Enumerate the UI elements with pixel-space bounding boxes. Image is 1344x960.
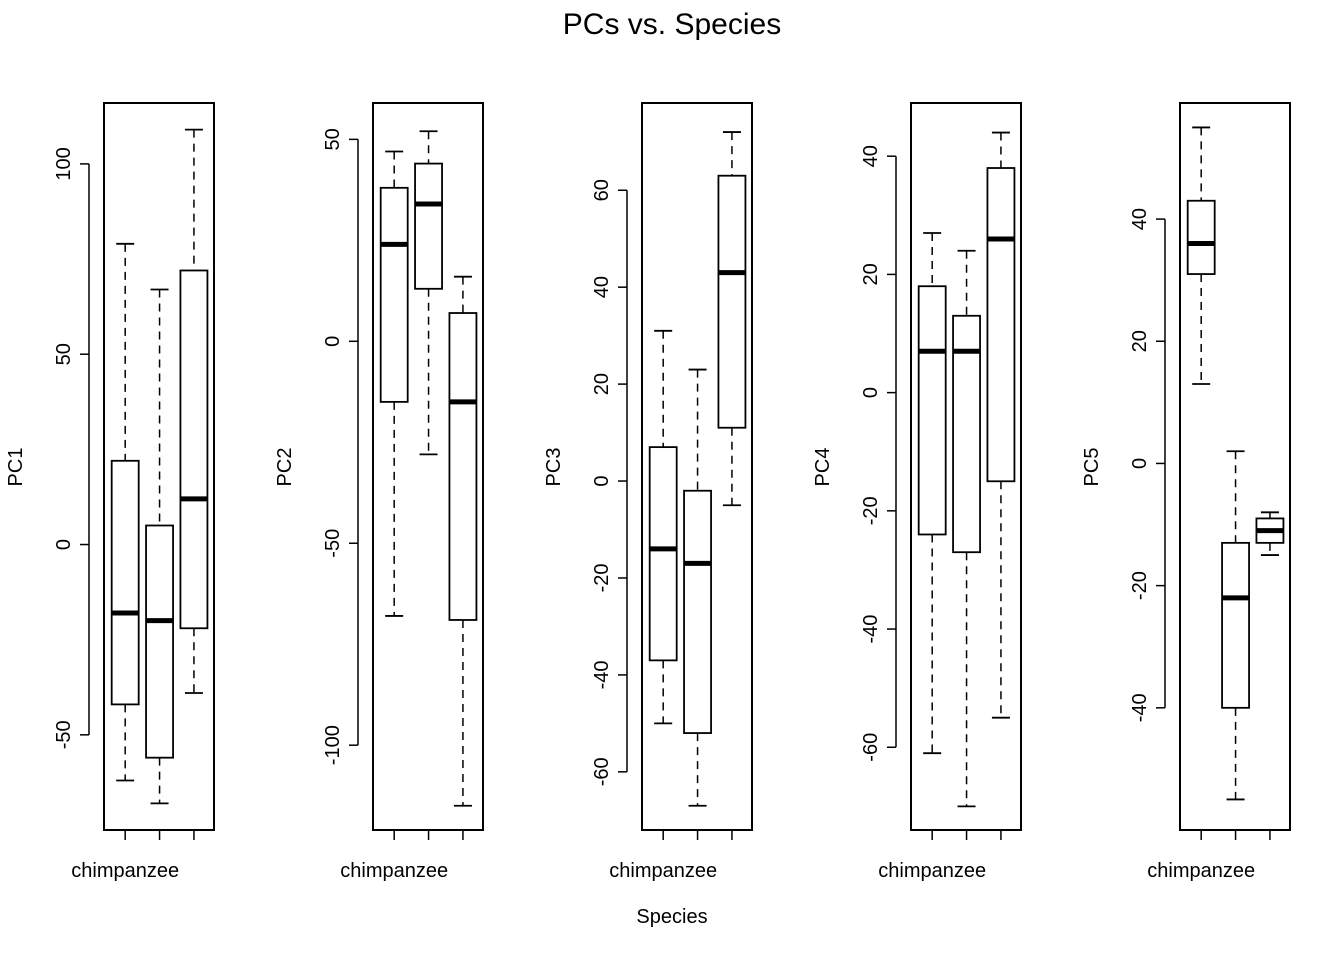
y-tick-label: -20: [1129, 571, 1151, 600]
box-iqr: [145, 524, 174, 759]
y-tick-label: 40: [1129, 208, 1151, 230]
y-axis-title-2: PC2: [274, 448, 296, 487]
box-iqr: [414, 162, 443, 290]
y-tick-label: 50: [322, 128, 344, 150]
chart-title: PCs vs. Species: [562, 8, 782, 41]
y-axis-title-5: PC5: [1081, 448, 1103, 487]
y-tick-label: 0: [860, 387, 882, 398]
y-tick-label: 20: [860, 263, 882, 285]
y-tick-label: -40: [860, 615, 882, 644]
y-tick-label: 100: [53, 147, 75, 180]
box-iqr: [986, 167, 1016, 483]
y-tick-label: 0: [1129, 458, 1151, 469]
y-axis-title-1: PC1: [5, 448, 27, 487]
y-tick-label: -20: [860, 496, 882, 525]
y-axis-title-3: PC3: [543, 448, 565, 487]
x-tick-label: chimpanzee: [340, 860, 448, 882]
y-tick-label: -50: [322, 529, 344, 558]
y-tick-label: 0: [53, 539, 75, 550]
box-iqr: [448, 312, 478, 621]
box-iqr: [648, 446, 678, 662]
y-tick-label: 40: [860, 145, 882, 167]
y-tick-label: 0: [591, 475, 613, 486]
y-tick-label: -40: [591, 660, 613, 689]
box-iqr: [110, 459, 140, 706]
y-tick-label: 0: [322, 336, 344, 347]
box-iqr: [1186, 199, 1216, 275]
y-tick-label: -50: [53, 720, 75, 749]
y-tick-label: 20: [1129, 330, 1151, 352]
y-axis-title-4: PC4: [812, 448, 834, 487]
x-tick-label: chimpanzee: [878, 860, 986, 882]
box-iqr: [1221, 541, 1250, 709]
box-iqr: [379, 186, 409, 403]
y-tick-label: -60: [860, 733, 882, 762]
y-tick-label: 20: [591, 373, 613, 395]
box-iqr: [917, 285, 947, 536]
box-iqr: [717, 174, 747, 429]
y-tick-label: -100: [322, 725, 344, 765]
box-iqr: [683, 489, 712, 734]
y-tick-label: -20: [591, 564, 613, 593]
y-tick-label: 40: [591, 276, 613, 298]
y-tick-label: 50: [53, 343, 75, 365]
x-tick-label: chimpanzee: [71, 860, 179, 882]
x-tick-label: chimpanzee: [1147, 860, 1255, 882]
y-tick-label: -40: [1129, 693, 1151, 722]
x-tick-label: chimpanzee: [609, 860, 717, 882]
box-iqr: [952, 314, 981, 554]
y-tick-label: 60: [591, 179, 613, 201]
y-tick-label: -60: [591, 757, 613, 786]
x-axis-title: Species: [636, 906, 708, 928]
box-iqr: [179, 269, 209, 630]
